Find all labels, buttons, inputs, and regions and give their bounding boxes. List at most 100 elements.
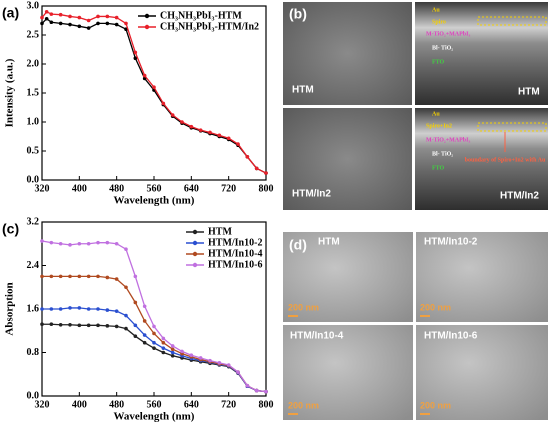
series-line [41, 17, 267, 174]
x-tick-label: 640 [184, 183, 199, 194]
data-point [114, 309, 119, 313]
layer-label: FTO [432, 165, 445, 171]
x-tick-label: 480 [109, 399, 124, 410]
layer-label: Bl- TiO₂ [432, 45, 453, 51]
data-point [44, 10, 49, 14]
data-point [49, 274, 54, 279]
data-point [226, 363, 231, 367]
data-point [58, 322, 63, 327]
note: boundary of Spiro+In2 with Au [465, 157, 546, 163]
data-point [124, 247, 128, 251]
panel-label: (c) [2, 221, 19, 237]
panel-label: (d) [289, 237, 307, 253]
data-point [142, 319, 147, 323]
data-point [77, 241, 82, 246]
legend-label: HTM [208, 226, 232, 237]
data-point [86, 18, 91, 23]
data-point [105, 308, 110, 312]
data-point [114, 241, 119, 246]
image-caption: HTM [318, 237, 340, 248]
x-axis-label: Wavelength (nm) [114, 195, 195, 207]
data-point [68, 22, 72, 27]
data-point [49, 307, 54, 311]
data-point [86, 307, 91, 311]
y-tick-label: 1.5 [27, 87, 40, 98]
data-point [68, 322, 72, 327]
legend-marker [144, 13, 150, 19]
y-tick-label: 2.0 [27, 58, 40, 69]
data-point [86, 323, 91, 328]
legend-marker [192, 262, 198, 268]
y-axis-label: Intensity (a.u.) [4, 58, 16, 127]
data-point [96, 21, 100, 26]
x-axis-label: Wavelength (nm) [114, 411, 195, 423]
x-tick-label: 400 [72, 399, 87, 410]
layer-label: Spiro+In2 [426, 123, 452, 129]
legend-marker [192, 240, 198, 246]
data-point [208, 358, 212, 363]
data-point [40, 274, 44, 279]
data-point [58, 21, 63, 26]
x-tick-label: 480 [109, 183, 124, 194]
data-point [40, 322, 44, 327]
data-point [161, 350, 166, 355]
legend-marker [144, 24, 150, 30]
data-point [68, 306, 72, 310]
image-caption: HTM [518, 87, 540, 98]
data-point [49, 322, 54, 327]
data-point [133, 274, 138, 279]
data-point [161, 336, 166, 341]
y-tick-label: 2.5 [27, 29, 40, 40]
data-point [114, 15, 119, 20]
data-point [170, 113, 175, 117]
y-tick-label: 2.4 [27, 260, 40, 271]
image-caption: HTM/In2 [500, 191, 539, 202]
data-point [105, 275, 110, 280]
layer-label: Au [432, 111, 440, 117]
image-caption: HTM/In10-6 [424, 331, 478, 342]
x-tick-label: 640 [184, 399, 199, 410]
cross-section-image [415, 108, 548, 210]
data-point [105, 14, 110, 19]
cross-section-image [415, 2, 548, 105]
sem-image [283, 232, 413, 322]
data-point [77, 323, 82, 328]
data-point [86, 274, 91, 279]
sem-image [283, 2, 412, 105]
data-point [96, 307, 100, 311]
data-point [40, 15, 44, 20]
scale-label: 200 nm [288, 400, 319, 410]
data-point [96, 323, 100, 328]
data-point [124, 21, 128, 26]
data-point [86, 26, 91, 30]
data-point [254, 166, 259, 171]
data-point [245, 155, 250, 159]
x-tick-label: 720 [221, 399, 236, 410]
data-point [40, 239, 44, 243]
data-point [161, 340, 166, 345]
data-point [170, 347, 175, 352]
scale-label: 200 nm [420, 302, 451, 312]
data-point [161, 346, 166, 350]
data-point [105, 240, 110, 245]
y-tick-label: 0.0 [27, 174, 40, 185]
legend-label: HTM/In10-6 [208, 259, 262, 270]
data-point [152, 331, 156, 336]
panel-label: (b) [289, 6, 307, 22]
data-point [40, 307, 44, 311]
scale-label: 200 nm [420, 400, 451, 410]
x-tick-label: 320 [35, 399, 50, 410]
x-tick-label: 800 [259, 183, 274, 194]
sem-image [416, 325, 548, 420]
data-point [236, 142, 240, 146]
data-point [49, 12, 54, 16]
data-point [77, 274, 82, 279]
sem-image [283, 108, 412, 210]
data-point [77, 24, 82, 29]
data-point [133, 300, 138, 305]
data-point [254, 388, 259, 393]
data-point [189, 353, 194, 358]
layer-label: M-TiO₂+MAPbI₃ [426, 31, 470, 37]
legend-label: HTM/In10-4 [208, 248, 262, 259]
